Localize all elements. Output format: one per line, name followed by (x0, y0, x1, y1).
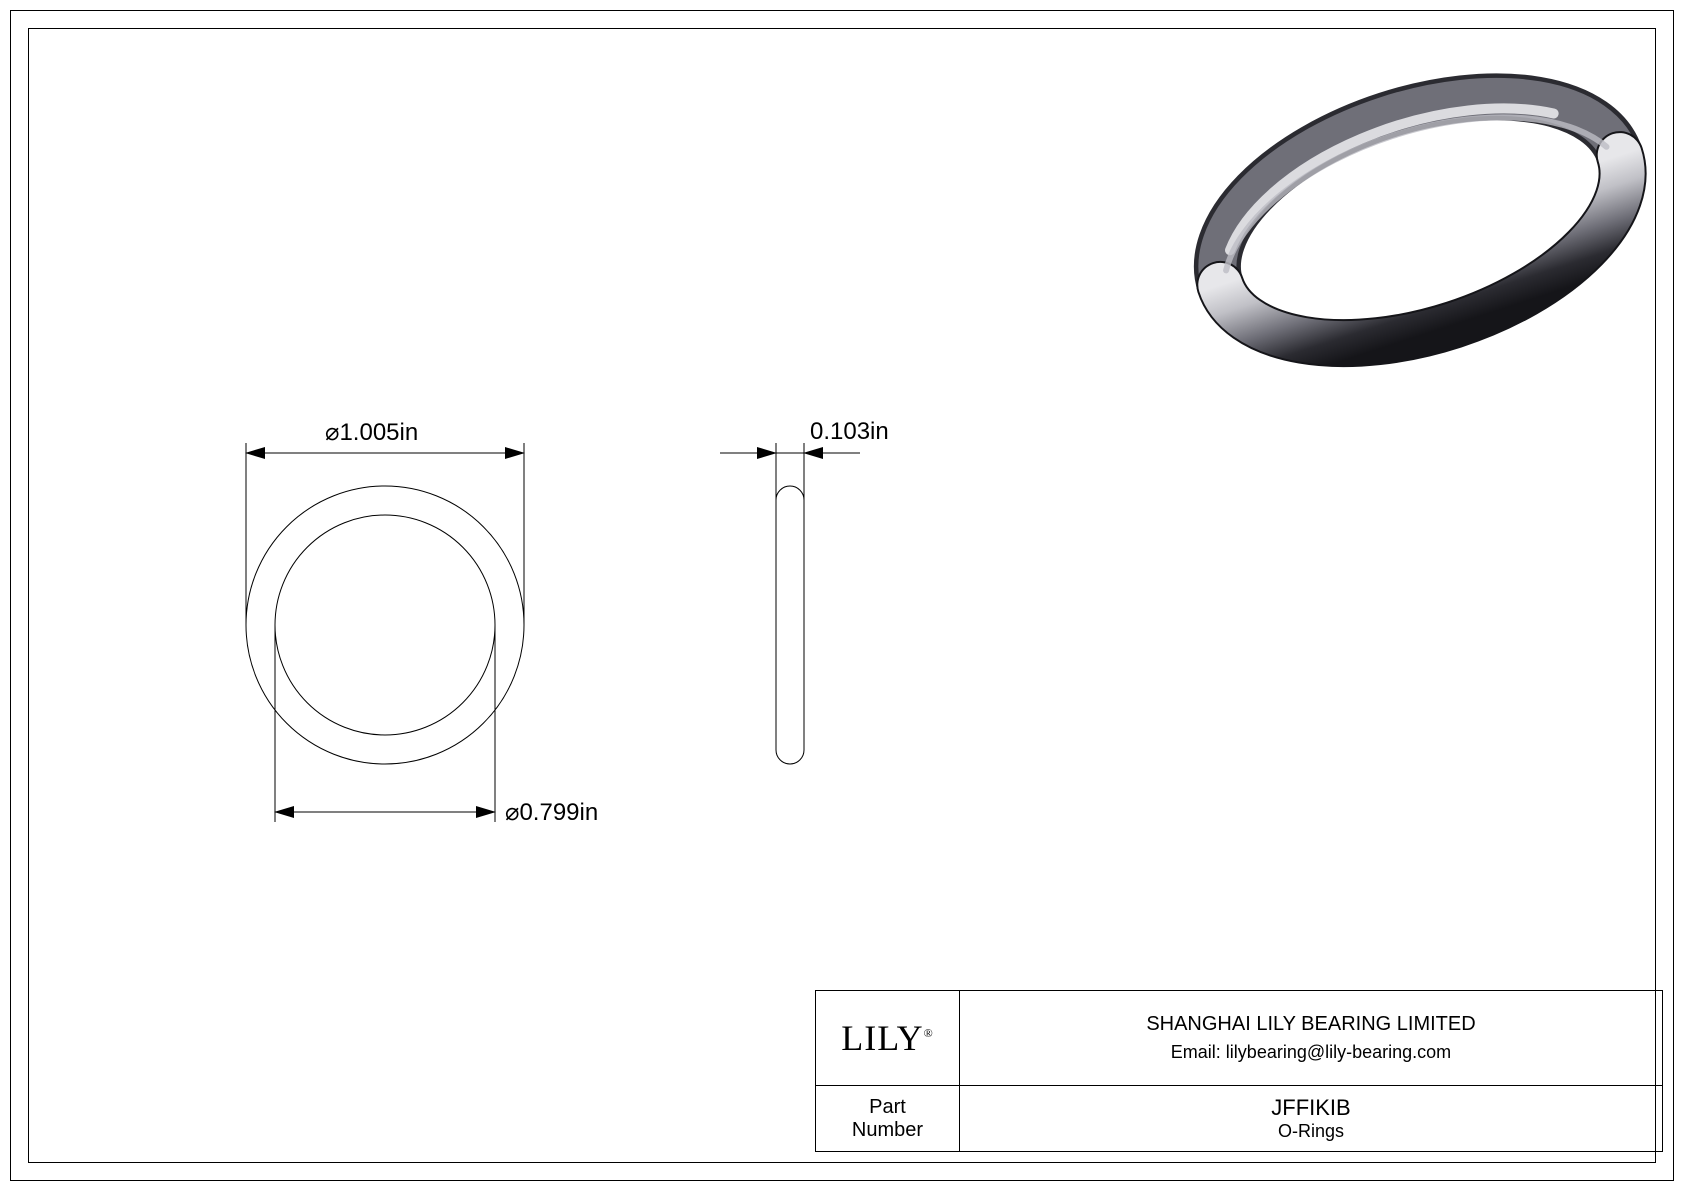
part-description: O-Rings (1278, 1121, 1344, 1143)
company-email: Email: lilybearing@lily-bearing.com (1171, 1042, 1451, 1063)
company-logo-text: LILY® (841, 1017, 934, 1059)
outer-diameter-label: ⌀1.005in (325, 418, 418, 447)
title-block-partvalue-cell: JFFIKIB O-Rings (959, 1085, 1663, 1152)
part-number-value: JFFIKIB (1271, 1095, 1350, 1121)
part-number-label-line2: Number (852, 1119, 923, 1142)
logo-text: LILY (841, 1018, 923, 1058)
inner-diameter-label: ⌀0.799in (505, 798, 598, 827)
title-block-company-cell: SHANGHAI LILY BEARING LIMITED Email: lil… (959, 990, 1663, 1086)
side-view (720, 443, 860, 764)
perspective-o-ring (1186, 50, 1653, 389)
company-name: SHANGHAI LILY BEARING LIMITED (1146, 1013, 1475, 1036)
title-block-logo-cell: LILY® (815, 990, 960, 1086)
registered-mark-icon: ® (924, 1026, 934, 1040)
cross-section-label: 0.103in (810, 418, 889, 446)
part-number-label-line1: Part (869, 1096, 906, 1119)
title-block: LILY® SHANGHAI LILY BEARING LIMITED Emai… (815, 990, 1663, 1152)
front-view (246, 443, 524, 822)
title-block-partlabel-cell: Part Number (815, 1085, 960, 1152)
